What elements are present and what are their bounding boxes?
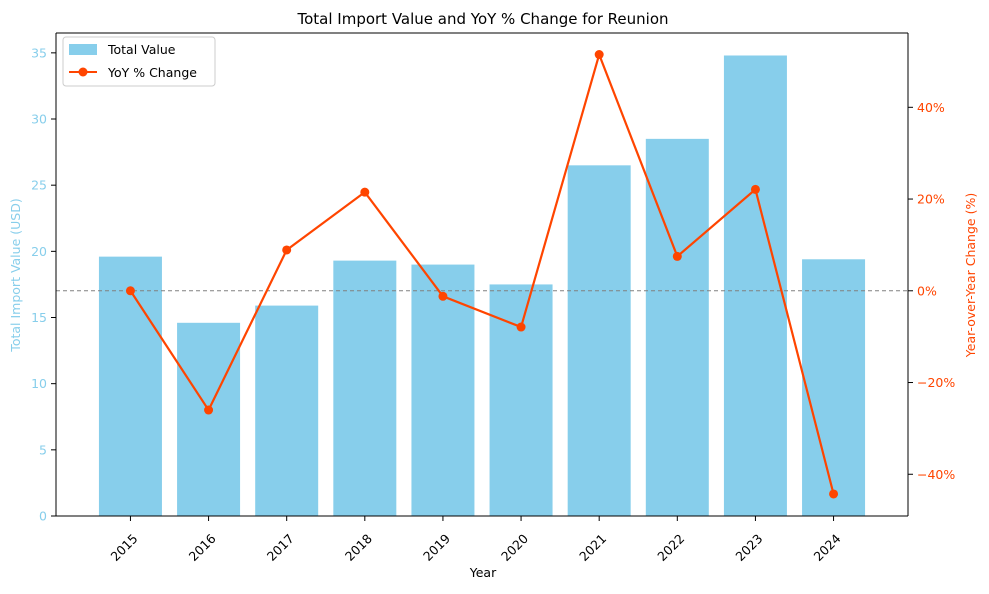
yoy-point-2020: [516, 322, 526, 332]
yoy-point-2017: [282, 245, 292, 255]
left-y-tick-label-15: 15: [31, 310, 47, 325]
left-y-axis-label: Total Import Value (USD): [8, 198, 23, 352]
right-y-tick-label-20: 20%: [917, 192, 945, 207]
bar-series: [98, 55, 866, 517]
left-y-tick-label-10: 10: [31, 376, 47, 391]
bar-2016: [177, 322, 241, 516]
right-y-tick-label-40: 40%: [917, 100, 945, 115]
right-y-tick-label--40: −40%: [917, 467, 955, 482]
legend-swatch-yoy-marker: [78, 67, 88, 77]
legend-swatch-total-value: [69, 44, 97, 55]
x-tick-label-2017: 2017: [264, 531, 297, 564]
x-tick-label-2016: 2016: [186, 531, 219, 564]
yoy-point-2015: [125, 286, 135, 296]
left-y-tick-label-0: 0: [39, 509, 47, 524]
left-y-tick-label-20: 20: [31, 244, 47, 259]
bar-2017: [255, 305, 319, 516]
yoy-point-2023: [750, 184, 760, 194]
right-y-tick-label--20: −20%: [917, 375, 955, 390]
yoy-line: [129, 51, 835, 495]
right-y-axis-label: Year-over-Year Change (%): [963, 193, 978, 358]
left-y-tick-label-25: 25: [31, 178, 47, 193]
bar-2015: [98, 256, 162, 516]
x-tick-label-2020: 2020: [498, 531, 531, 564]
chart-title: Total Import Value and YoY % Change for …: [296, 10, 668, 28]
bar-2018: [333, 260, 397, 516]
bar-2023: [723, 55, 787, 517]
yoy-point-2022: [672, 251, 682, 261]
legend-label-yoy: YoY % Change: [107, 65, 197, 80]
right-y-tick-label-0: 0%: [917, 283, 937, 298]
x-tick-label-2019: 2019: [420, 531, 453, 564]
bar-2019: [411, 264, 475, 516]
x-axis-label: Year: [469, 565, 497, 580]
x-tick-label-2018: 2018: [342, 531, 375, 564]
x-tick-label-2023: 2023: [732, 531, 765, 564]
bar-2021: [567, 165, 631, 516]
yoy-point-2024: [829, 489, 839, 499]
yoy-point-2016: [204, 405, 214, 415]
left-y-tick-label-5: 5: [39, 442, 47, 457]
x-tick-label-2015: 2015: [107, 531, 140, 564]
legend-label-total-value: Total Value: [107, 42, 176, 57]
yoy-point-2021: [594, 50, 604, 60]
yoy-line-series: [125, 50, 839, 499]
x-tick-label-2024: 2024: [811, 531, 844, 564]
x-tick-label-2022: 2022: [654, 531, 687, 564]
bar-2022: [645, 138, 709, 516]
left-y-tick-label-35: 35: [31, 45, 47, 60]
x-tick-label-2021: 2021: [576, 531, 609, 564]
legend: Total Value YoY % Change: [62, 36, 216, 87]
bar-2024: [802, 259, 866, 516]
left-y-tick-label-30: 30: [31, 112, 47, 127]
yoy-point-2019: [438, 291, 448, 301]
yoy-point-2018: [360, 187, 370, 197]
legend-box: [62, 36, 216, 87]
